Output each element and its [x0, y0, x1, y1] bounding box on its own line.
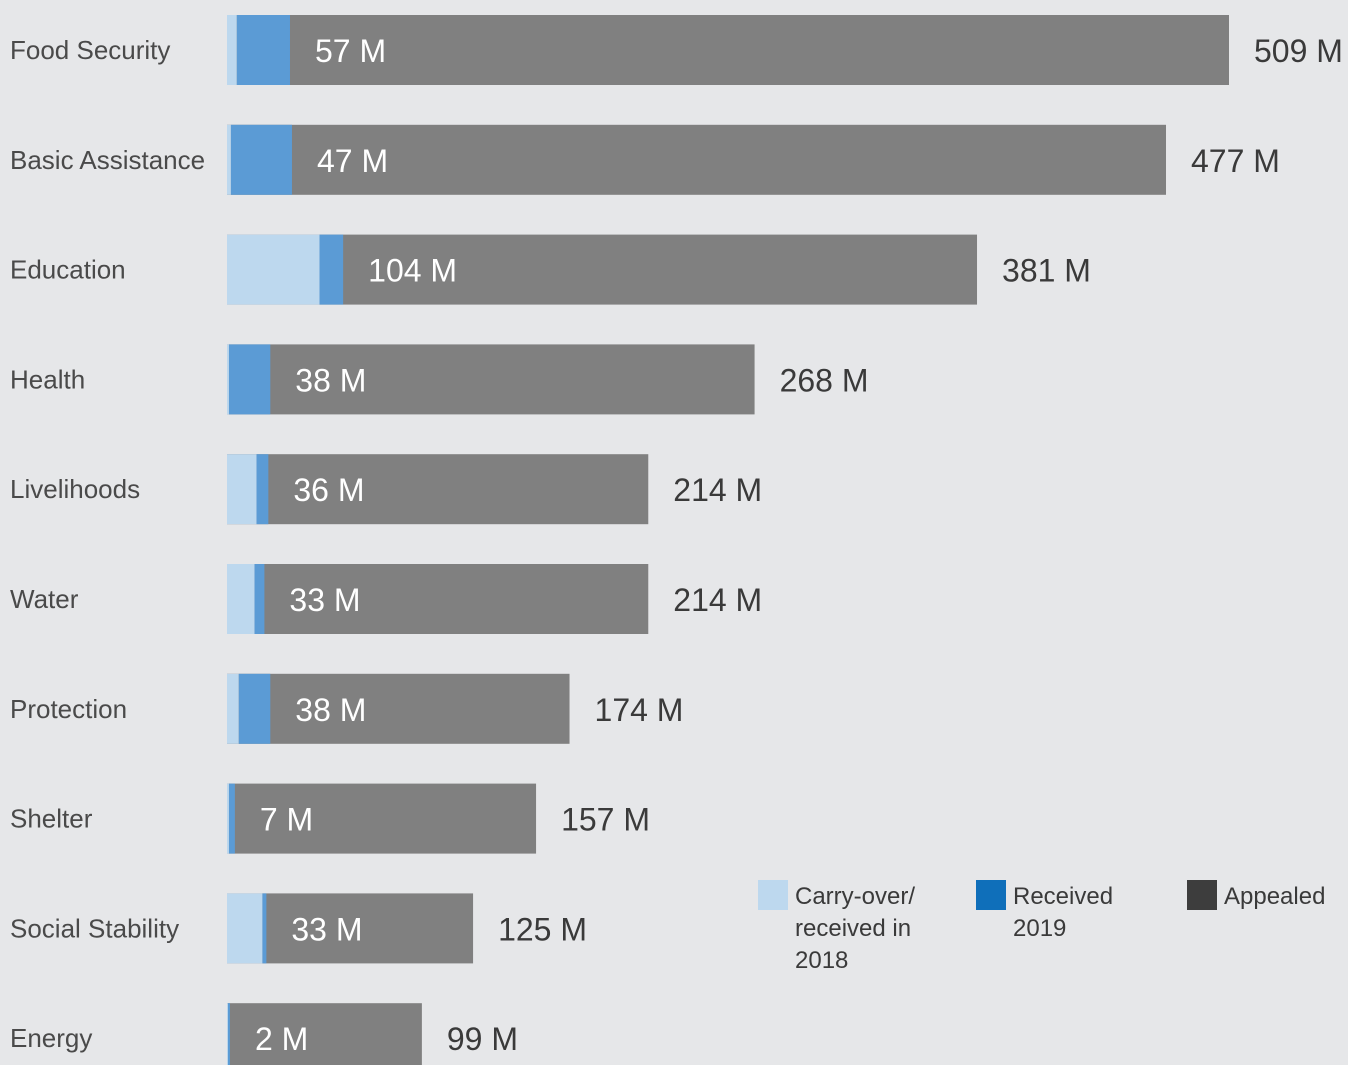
legend-label-3: Appealed — [1224, 883, 1325, 910]
bar-appealed-basic-assistance — [227, 124, 1167, 195]
bar-carry-over-basic-assistance — [227, 124, 231, 195]
legend-label-1: Carry-over/received in 2018 — [795, 883, 915, 974]
bar-carry-over-energy — [227, 1003, 228, 1065]
bar-carry-over-education — [227, 234, 320, 305]
bar-carry-over-shelter — [227, 783, 229, 854]
funded-label-livelihoods: 36 M — [293, 472, 364, 508]
category-label-protection: Protection — [10, 694, 127, 724]
bar-appealed-protection — [227, 673, 570, 744]
bar-received-2019-livelihoods — [256, 454, 269, 525]
bar-carry-over-protection — [227, 673, 239, 744]
bar-received-2019-water — [254, 564, 265, 634]
legend-label-line: 2019 — [1013, 915, 1066, 942]
legend-swatch-2 — [976, 880, 1006, 910]
funded-label-basic-assistance: 47 M — [317, 143, 388, 179]
category-label-energy: Energy — [10, 1023, 92, 1053]
bar-appealed-livelihoods — [227, 454, 649, 525]
bar-received-2019-social-stability — [262, 893, 267, 964]
funded-label-social-stability: 33 M — [291, 911, 362, 947]
total-label-basic-assistance: 477 M — [1191, 143, 1280, 179]
legend-label-line: Appealed — [1224, 883, 1325, 910]
total-label-social-stability: 125 M — [498, 911, 587, 947]
funded-label-water: 33 M — [289, 582, 360, 618]
legend-label-line: received in — [795, 915, 911, 942]
funded-label-energy: 2 M — [255, 1021, 308, 1057]
total-label-shelter: 157 M — [561, 802, 650, 838]
total-label-food-security: 509 M — [1254, 33, 1343, 69]
total-label-livelihoods: 214 M — [673, 472, 762, 508]
category-label-livelihoods: Livelihoods — [10, 474, 140, 504]
bar-received-2019-shelter — [228, 783, 235, 854]
category-label-social-stability: Social Stability — [10, 913, 179, 943]
bar-carry-over-social-stability — [227, 893, 263, 964]
legend: Carry-over/received in 2018 Received 2019 Ap… — [758, 880, 1325, 974]
bars-group: Food Security 57 M 509 M Basic Assistance 47… — [10, 15, 1343, 1065]
category-label-shelter: Shelter — [10, 804, 93, 834]
legend-label-2: Received 2019 — [1013, 883, 1113, 942]
bar-carry-over-food-security — [227, 15, 237, 85]
bar-received-2019-basic-assistance — [230, 124, 292, 195]
funded-label-protection: 38 M — [295, 692, 366, 728]
category-label-education: Education — [10, 255, 126, 285]
total-label-education: 381 M — [1002, 253, 1091, 289]
funded-label-education: 104 M — [368, 253, 457, 289]
bar-received-2019-food-security — [236, 15, 290, 85]
legend-label-line: Carry-over/ — [795, 883, 915, 910]
category-label-basic-assistance: Basic Assistance — [10, 145, 205, 175]
bar-appealed-water — [227, 564, 649, 634]
category-label-health: Health — [10, 364, 85, 394]
bar-appealed-social-stability — [227, 893, 474, 964]
total-label-water: 214 M — [673, 582, 762, 618]
bar-appealed-education — [227, 234, 978, 305]
bar-appealed-shelter — [227, 783, 537, 854]
bar-carry-over-health — [227, 344, 229, 415]
bar-carry-over-water — [227, 564, 255, 634]
bar-received-2019-health — [228, 344, 271, 415]
category-label-food-security: Food Security — [10, 35, 170, 65]
bar-appealed-energy — [227, 1003, 422, 1065]
funded-label-health: 38 M — [295, 362, 366, 398]
bar-appealed-health — [227, 344, 755, 415]
total-label-health: 268 M — [780, 362, 869, 398]
legend-label-line: Received — [1013, 883, 1113, 910]
funded-label-food-security: 57 M — [315, 33, 386, 69]
funded-label-shelter: 7 M — [260, 802, 313, 838]
total-label-energy: 99 M — [447, 1021, 518, 1057]
bar-carry-over-livelihoods — [227, 454, 257, 525]
bar-received-2019-protection — [238, 673, 271, 744]
legend-swatch-3 — [1187, 880, 1217, 910]
bar-received-2019-energy — [227, 1003, 230, 1065]
bar-received-2019-education — [319, 234, 344, 305]
legend-label-line: 2018 — [795, 947, 848, 974]
legend-swatch-1 — [758, 880, 788, 910]
total-label-protection: 174 M — [595, 692, 684, 728]
category-label-water: Water — [10, 584, 79, 614]
bar-appealed-food-security — [227, 15, 1229, 85]
